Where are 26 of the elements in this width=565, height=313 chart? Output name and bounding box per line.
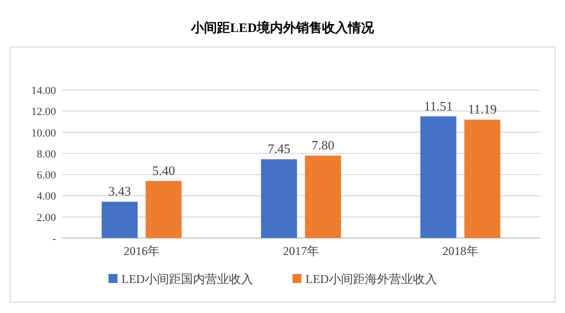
- data-label: 7.80: [312, 138, 334, 153]
- chart-title: 小间距LED境内外销售收入情况: [190, 20, 375, 35]
- bar: [146, 180, 182, 238]
- data-label: 11.19: [468, 102, 497, 117]
- bar: [305, 156, 341, 238]
- x-tick-label: 2016年: [124, 244, 160, 258]
- y-tick-label: -: [52, 233, 56, 245]
- x-tick-label: 2018年: [442, 244, 478, 258]
- x-tick-label: 2017年: [283, 244, 319, 258]
- y-tick-label: 4.00: [36, 190, 56, 203]
- y-tick-label: 6.00: [36, 170, 56, 182]
- bar: [464, 120, 500, 238]
- data-label: 11.51: [424, 98, 453, 114]
- bar: [261, 159, 297, 238]
- data-label: 7.45: [268, 141, 290, 156]
- y-tick-label: 14.00: [31, 85, 56, 97]
- data-label: 5.40: [152, 162, 176, 178]
- bar: [420, 116, 456, 238]
- bar: [102, 202, 138, 238]
- y-tick-label: 10.00: [31, 127, 56, 140]
- data-label: 3.43: [108, 184, 132, 199]
- y-tick-label: 12.00: [31, 106, 56, 118]
- legend-label: LED小间距海外营业收入: [306, 272, 437, 286]
- legend-label: LED小间距国内营业收入: [122, 272, 253, 286]
- y-tick-label: 8.00: [36, 148, 56, 160]
- y-tick-label: 2.00: [36, 212, 56, 224]
